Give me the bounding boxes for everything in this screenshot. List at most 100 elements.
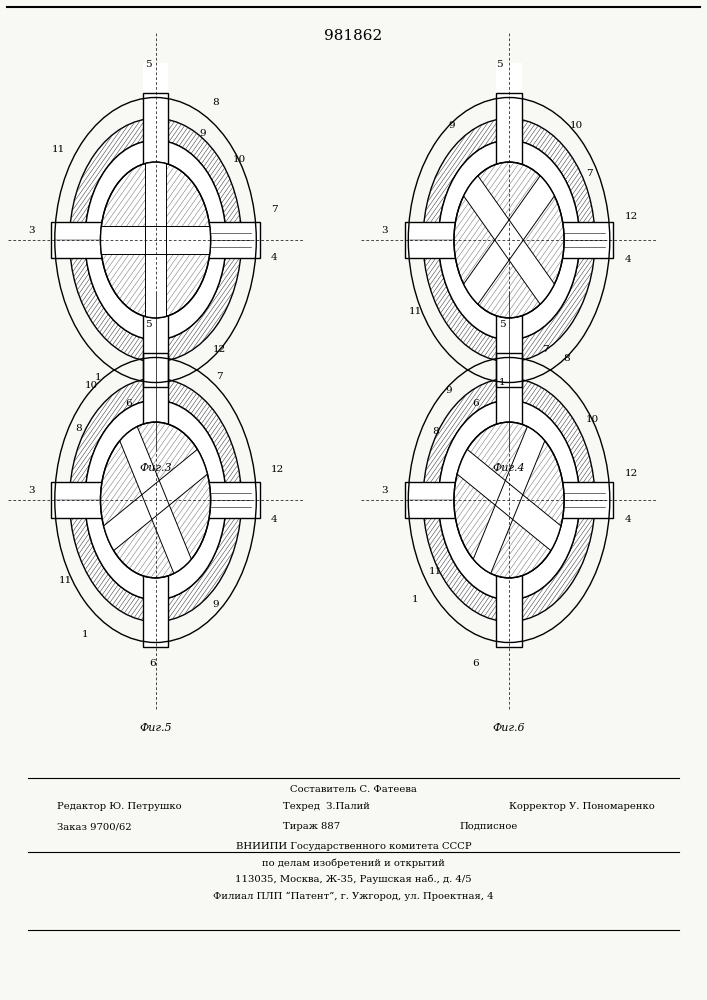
Text: 1: 1 xyxy=(499,378,506,387)
Text: Техред  З.Палий: Техред З.Палий xyxy=(283,802,370,811)
Text: 12: 12 xyxy=(213,345,226,354)
Bar xyxy=(52,222,156,258)
Text: Фиг.3: Фиг.3 xyxy=(139,463,172,473)
Bar xyxy=(156,482,259,518)
Circle shape xyxy=(85,400,226,600)
Bar xyxy=(496,353,522,500)
Bar xyxy=(496,323,522,470)
Text: 6: 6 xyxy=(125,399,132,408)
Circle shape xyxy=(69,118,242,362)
Text: Фиг.4: Фиг.4 xyxy=(493,463,525,473)
Circle shape xyxy=(85,140,226,340)
Text: 1: 1 xyxy=(82,630,88,639)
Text: 11: 11 xyxy=(52,145,65,154)
Text: Филиал ПЛП “Патент”, г. Ужгород, ул. Проектная, 4: Филиал ПЛП “Патент”, г. Ужгород, ул. Про… xyxy=(214,892,493,901)
Text: 10: 10 xyxy=(86,381,98,390)
Text: Заказ 9700/62: Заказ 9700/62 xyxy=(57,822,132,831)
Text: Тираж 887: Тираж 887 xyxy=(283,822,340,831)
Text: 9: 9 xyxy=(449,121,455,130)
Text: 6: 6 xyxy=(472,659,479,668)
Text: 8: 8 xyxy=(75,424,81,433)
Text: 4: 4 xyxy=(271,253,278,262)
Polygon shape xyxy=(117,419,194,581)
Text: 9: 9 xyxy=(213,600,219,609)
Circle shape xyxy=(100,162,211,318)
Circle shape xyxy=(438,140,580,340)
Bar xyxy=(496,93,522,240)
Text: 6: 6 xyxy=(472,399,479,408)
Bar xyxy=(156,482,259,518)
Bar xyxy=(496,500,522,647)
Text: 5: 5 xyxy=(146,60,152,69)
Circle shape xyxy=(85,140,226,340)
Bar xyxy=(143,500,168,647)
Bar xyxy=(496,240,522,387)
Circle shape xyxy=(438,140,580,340)
Bar xyxy=(52,222,156,258)
Text: Составитель С. Фатеева: Составитель С. Фатеева xyxy=(290,785,417,794)
Text: 12: 12 xyxy=(624,212,638,221)
Text: 7: 7 xyxy=(271,205,278,214)
Text: 7: 7 xyxy=(586,169,593,178)
Text: 9: 9 xyxy=(445,386,452,395)
Bar xyxy=(143,240,168,387)
Text: 981862: 981862 xyxy=(325,29,382,43)
Text: 5: 5 xyxy=(496,60,502,69)
Bar xyxy=(496,240,522,387)
Bar xyxy=(405,222,509,258)
Text: 11: 11 xyxy=(428,567,442,576)
Bar xyxy=(509,482,613,518)
Text: ВНИИПИ Государственного комитета СССР: ВНИИПИ Государственного комитета СССР xyxy=(235,842,472,851)
Bar xyxy=(496,353,522,500)
Text: Фиг.6: Фиг.6 xyxy=(493,723,525,733)
Bar xyxy=(143,63,168,210)
Bar xyxy=(52,482,156,518)
Bar xyxy=(405,482,509,518)
Bar xyxy=(143,500,168,647)
Text: 10: 10 xyxy=(233,155,246,164)
Polygon shape xyxy=(95,226,216,254)
Text: 10: 10 xyxy=(586,415,600,424)
Text: 11: 11 xyxy=(409,307,421,316)
Polygon shape xyxy=(452,445,566,555)
Text: Фиг.5: Фиг.5 xyxy=(139,723,172,733)
Text: 12: 12 xyxy=(624,469,638,478)
Text: 1: 1 xyxy=(411,595,419,604)
Text: 6: 6 xyxy=(149,659,156,668)
Text: 1: 1 xyxy=(95,373,102,382)
Text: Подписное: Подписное xyxy=(460,822,518,831)
Text: 8: 8 xyxy=(432,427,438,436)
Bar xyxy=(405,222,509,258)
Bar xyxy=(509,222,613,258)
Text: 113035, Москва, Ж-35, Раушская наб., д. 4/5: 113035, Москва, Ж-35, Раушская наб., д. … xyxy=(235,874,472,884)
Text: 7: 7 xyxy=(216,372,223,381)
Text: 4: 4 xyxy=(624,514,631,524)
Circle shape xyxy=(454,162,564,318)
Bar xyxy=(143,93,168,240)
Text: 10: 10 xyxy=(570,121,583,130)
Bar xyxy=(405,482,509,518)
Text: 3: 3 xyxy=(28,486,35,495)
Bar xyxy=(143,353,168,500)
Bar xyxy=(156,222,259,258)
Text: 8: 8 xyxy=(563,354,569,363)
Bar xyxy=(156,222,259,258)
Bar xyxy=(496,63,522,210)
Circle shape xyxy=(69,378,242,622)
Circle shape xyxy=(454,422,564,578)
Text: по делам изобретений и открытий: по делам изобретений и открытий xyxy=(262,858,445,867)
Bar xyxy=(496,500,522,647)
Text: 12: 12 xyxy=(271,465,284,474)
Circle shape xyxy=(438,400,580,600)
Text: Корректор У. Пономаренко: Корректор У. Пономаренко xyxy=(509,802,655,811)
Bar xyxy=(509,222,613,258)
Text: 4: 4 xyxy=(624,254,631,263)
Bar xyxy=(509,482,613,518)
Circle shape xyxy=(423,378,595,622)
Bar xyxy=(143,353,168,500)
Bar xyxy=(143,240,168,387)
Circle shape xyxy=(423,118,595,362)
Text: 11: 11 xyxy=(59,576,71,585)
Polygon shape xyxy=(470,419,548,581)
Bar xyxy=(143,93,168,240)
